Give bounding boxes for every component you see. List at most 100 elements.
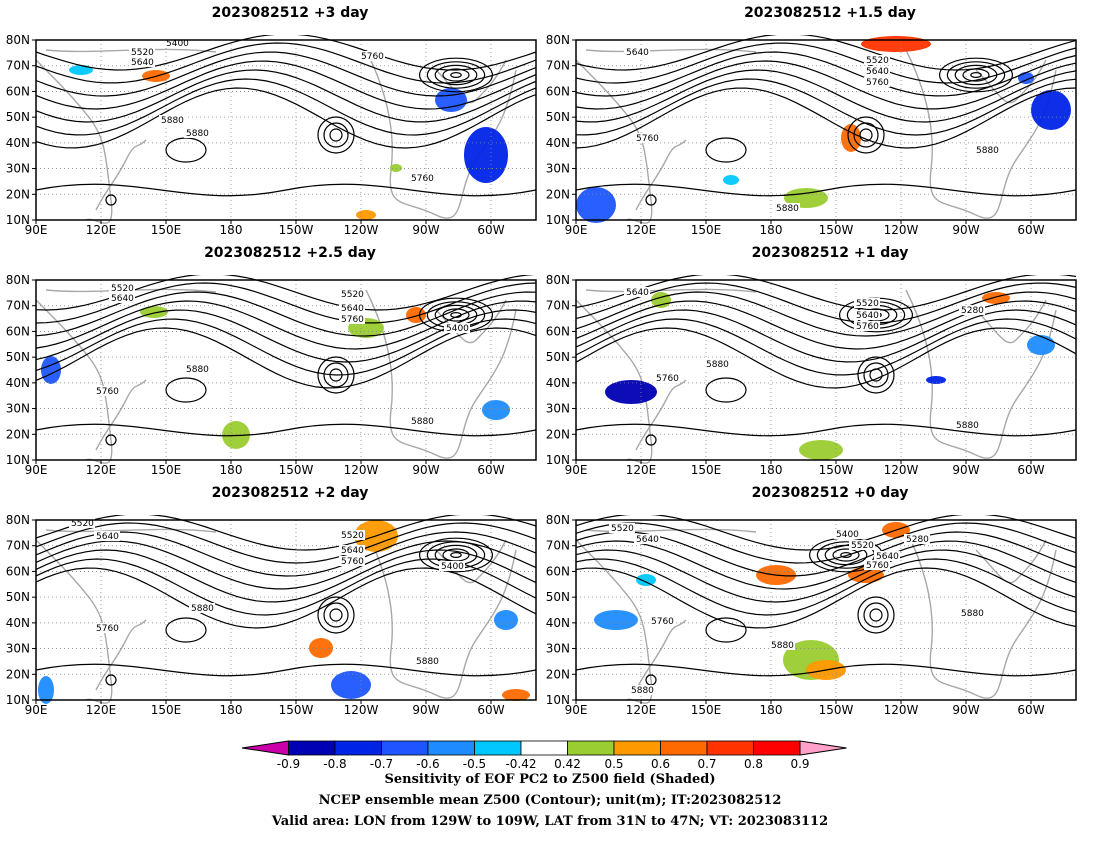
contour-label: 5880 [191,604,214,614]
longitude-label: 120E [86,463,117,477]
contour-line [575,549,1077,603]
contour-label: 5760 [656,374,679,384]
longitude-label: 90E [25,703,48,717]
sensitivity-shading [594,610,638,630]
contour-line [35,327,537,389]
map-panel-2: 2023082512 +1.5 day 5640 5520 5640 5760 5760 5… [540,5,1080,237]
contour-line [35,51,537,97]
sensitivity-shading [356,210,376,220]
latitude-label: 50N [546,350,570,364]
contour-closed [329,608,343,622]
contour-label: 5880 [706,360,729,370]
contour-closed [859,128,873,142]
contour-closed [450,311,462,318]
panel-title: 2023082512 +1 day [751,245,909,261]
contour-closed [323,602,349,628]
latitude-label: 20N [546,427,570,441]
longitude-label: 90E [565,463,588,477]
colorbar-swatch [288,740,336,756]
longitude-label: 120W [344,703,379,717]
coastline [905,529,1057,699]
map-panel-5: 2023082512 +2 day 5520 5640 5520 5640 5760 540… [0,485,540,717]
contour-label: 5520 [111,284,134,294]
contour-label: 5880 [631,686,654,696]
latitude-label: 50N [6,350,30,364]
longitude-label: 60W [477,223,504,237]
longitude-label: 120E [626,463,657,477]
coastline [585,288,757,293]
sensitivity-shading [309,638,333,658]
contour-label: 5520 [341,531,364,541]
latitude-label: 10N [546,213,570,227]
contour-line [35,87,537,149]
latitude-label: 20N [6,667,30,681]
contour-line [35,515,537,551]
coastline [905,289,1057,459]
latitude-label: 50N [546,590,570,604]
latitude-label: 70N [6,59,30,73]
contour-closed [962,68,990,82]
latitude-label: 40N [6,616,30,630]
colorbar-tick-label: -0.9 [277,757,300,771]
latitude-label: 80N [546,35,570,47]
contour-label: 5760 [856,322,879,332]
contour-label: 5880 [186,365,209,375]
caption-line-1: Sensitivity of EOF PC2 to Z500 field (Sh… [384,772,716,787]
latitude-label: 60N [546,564,570,578]
longitude-label: 120E [626,223,657,237]
longitude-label: 60W [477,703,504,717]
contour-label: 5760 [361,52,384,62]
contour-label: 5520 [866,56,889,66]
latitude-label: 40N [6,376,30,390]
colorbar-tick-label: -0.7 [370,757,393,771]
longitude-label: 180 [220,703,243,717]
longitude-label: 120W [884,703,919,717]
latitude-label: 20N [6,187,30,201]
contour-line [575,558,1077,616]
contour-closed [970,71,982,78]
contour-closed [853,122,879,148]
longitude-label: 180 [760,223,783,237]
sensitivity-shading [636,574,656,586]
contour-label: 5760 [866,561,889,571]
coastline [975,299,1047,344]
latitude-label: 30N [546,402,570,416]
coastlines [575,528,1057,704]
contour-closed [317,116,355,154]
map-panel-1: 2023082512 +3 day 5400 5520 5640 5760 5880 588… [0,5,540,237]
contour-line [575,78,1077,136]
contour-label: 5880 [771,641,794,651]
contour-closed [847,116,885,154]
latitude-label: 80N [6,515,30,527]
contour-label: 5880 [411,417,434,427]
contour-closed [442,68,470,82]
contour-label: 5640 [131,58,154,68]
contour-closed [323,122,349,148]
contour-line [575,42,1077,84]
latitude-label: 10N [6,213,30,227]
colorbar-tick-label: -0.8 [323,757,346,771]
contour-closed [419,57,494,93]
latitude-label: 80N [6,35,30,47]
contour-line [575,300,1077,350]
longitude-label: 120W [884,463,919,477]
contour-label: 5640 [856,311,879,321]
latitude-label: 30N [546,162,570,176]
caption-line-3: Valid area: LON from 129W to 109W, LAT f… [271,814,829,829]
colorbar-tick-label: 0.6 [651,757,670,771]
latitude-label: 20N [6,427,30,441]
longitude-label: 90W [952,703,979,717]
contour-line [575,309,1077,363]
contour-label: 5520 [851,541,874,551]
longitude-label: 120E [86,703,117,717]
longitude-label: 150E [691,703,722,717]
contour-label: 5520 [856,299,879,309]
contour-label: 5880 [161,116,184,126]
longitude-label: 150E [151,463,182,477]
sensitivity-shading [605,380,657,404]
contour-label: 5640 [341,304,364,314]
contour-line [35,78,537,136]
latitude-label: 70N [6,299,30,313]
longitude-label: 120W [884,223,919,237]
longitude-label: 90W [412,463,439,477]
